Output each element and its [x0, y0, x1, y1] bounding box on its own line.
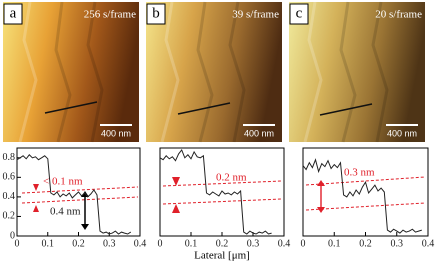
y-tick-label: 0	[10, 230, 15, 241]
x-tick-label: 0.3	[391, 238, 404, 249]
x-tick-label: 0.4	[134, 238, 147, 249]
x-tick-label: 0.3	[103, 238, 116, 249]
x-axis-label: Lateral [μm]	[194, 250, 250, 262]
x-tick-label: 0.2	[216, 238, 229, 249]
profile-line	[159, 149, 272, 235]
y-tick-label: 0.6	[3, 172, 16, 183]
label-box	[146, 3, 166, 25]
x-tick-label: 0	[15, 238, 20, 249]
image-c	[289, 1, 425, 143]
profile-line	[302, 158, 422, 234]
image-b	[146, 1, 282, 143]
scale-label: 400 nm	[244, 128, 274, 138]
profile-line	[16, 154, 132, 235]
panel-label: b	[152, 5, 160, 21]
arrows	[33, 177, 325, 213]
y-tick-label: 0.8	[3, 152, 16, 163]
x-tick-label: 0	[301, 238, 306, 249]
plot-frame	[159, 147, 285, 237]
panel-label: c	[296, 5, 303, 21]
annotation: < 0.1 nm	[43, 176, 83, 188]
label-box	[3, 3, 23, 25]
image-a	[3, 1, 139, 143]
x-tick-label: 0.4	[422, 238, 435, 249]
frame-rate: 39 s/frame	[232, 9, 279, 21]
annotation: 0.2 nm	[216, 172, 247, 184]
plot-frame	[302, 147, 429, 237]
x-tick-label: 0.1	[328, 238, 341, 249]
x-tick-label: 0	[158, 238, 163, 249]
annotation: 0.4 nm	[50, 206, 81, 218]
scale-label: 400 nm	[387, 128, 417, 138]
scale-label: 400 nm	[101, 128, 131, 138]
x-tick-label: 0.1	[185, 238, 198, 249]
y-tick-label: 0.4	[3, 191, 16, 202]
x-tick-label: 0.2	[359, 238, 372, 249]
panel-label: a	[10, 5, 17, 21]
x-tick-label: 0.2	[72, 238, 85, 249]
annotation: 0.3 nm	[344, 167, 375, 179]
frame-rate: 256 s/frame	[84, 9, 136, 21]
x-tick-label: 0.1	[42, 238, 55, 249]
frame-rate: 20 s/frame	[375, 9, 422, 21]
reference-lines	[21, 176, 426, 211]
x-tick-label: 0.3	[247, 238, 260, 249]
y-tick-label: 0.2	[3, 211, 16, 222]
label-box	[289, 3, 309, 25]
x-tick-label: 0.4	[278, 238, 291, 249]
